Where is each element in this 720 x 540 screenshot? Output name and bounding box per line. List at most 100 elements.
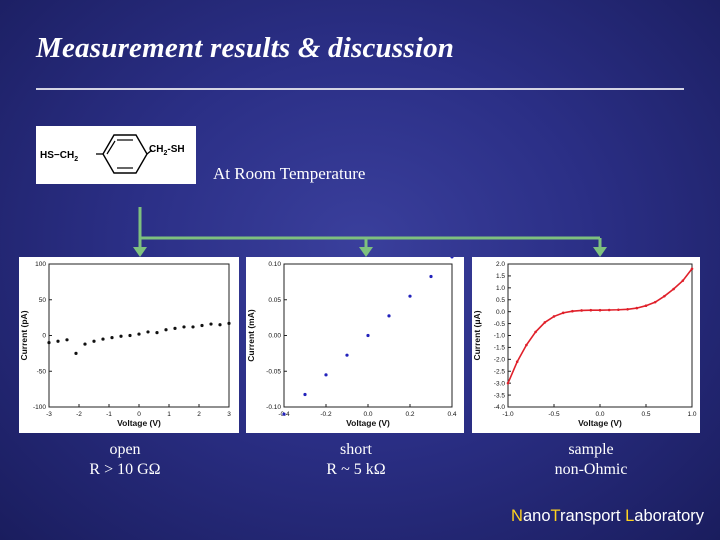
data-point xyxy=(173,326,177,330)
data-point xyxy=(146,330,150,334)
data-point xyxy=(282,412,286,416)
data-point xyxy=(644,304,648,308)
arrow-down-icon xyxy=(359,247,373,257)
iv-chart-open: -3 -2 -1 0 1 2 3 100 50 0 -50 -100 Voltage (V) Curren… xyxy=(19,261,231,428)
plot-frame xyxy=(507,263,693,408)
y-tick-label: -0.10 xyxy=(266,404,281,411)
x-tick-label: -0.2 xyxy=(320,411,332,418)
caption-sample-value: non-Ohmic xyxy=(554,461,628,478)
data-point xyxy=(47,341,51,345)
y-tick-label: 0.10 xyxy=(268,261,281,268)
y-tick-label: -50 xyxy=(37,368,47,375)
molecule-structure: HS−CH2 CH2-SH xyxy=(36,126,196,184)
data-point xyxy=(110,336,114,340)
x-tick-label: 0.0 xyxy=(595,411,604,418)
data-point xyxy=(164,328,168,332)
caption-short-title: short xyxy=(340,441,372,458)
y-tick-label: 0.0 xyxy=(496,309,505,316)
data-point xyxy=(119,334,123,338)
data-point xyxy=(525,343,528,347)
caption-sample-title: sample xyxy=(568,441,614,458)
x-tick-label: -3 xyxy=(46,411,52,418)
y-axis-label: Current (μA) xyxy=(472,310,482,360)
y-tick-label: -2.5 xyxy=(494,368,506,375)
y-tick-label: 0.05 xyxy=(268,297,281,304)
title-divider xyxy=(36,88,684,90)
x-tick-label: 0 xyxy=(137,411,141,418)
y-tick-label: -1.0 xyxy=(494,333,506,340)
series-line xyxy=(507,268,693,384)
iv-chart-sample: -1.0 -0.5 0.0 0.5 1.0 2.0 1.5 1.0 0.5 0.0 -0.5 -1.0… xyxy=(472,261,697,428)
iv-chart-short: -0.4-0.20.00.20.40.100.050.00-0.05-0.10V… xyxy=(246,257,457,428)
caption-open-title: open xyxy=(109,441,141,458)
data-point xyxy=(607,308,611,312)
data-point xyxy=(571,309,574,313)
data-point xyxy=(74,351,78,355)
data-point xyxy=(324,373,328,377)
x-tick-label: -1.0 xyxy=(502,411,514,418)
data-point xyxy=(589,308,593,312)
data-point xyxy=(155,331,159,335)
data-point xyxy=(506,381,510,385)
x-axis-label: Voltage (V) xyxy=(578,418,622,428)
chart-panel-open: -3 -2 -1 0 1 2 3 100 50 0 -50 -100 Voltage (V) Curren… xyxy=(19,257,239,433)
y-tick-label: 2.0 xyxy=(496,261,505,268)
data-point xyxy=(515,360,519,364)
y-tick-label: 1.5 xyxy=(496,273,505,280)
data-point xyxy=(101,337,105,341)
data-point xyxy=(209,322,213,326)
slide-title: Measurement results & discussion xyxy=(36,32,455,64)
data-point xyxy=(387,314,391,318)
data-point xyxy=(227,321,231,325)
data-point xyxy=(598,308,602,312)
caption-open: open R > 10 GΩ xyxy=(55,440,195,480)
data-point xyxy=(653,300,657,304)
caption-short: short R ~ 5 kΩ xyxy=(286,440,426,480)
data-point xyxy=(635,306,639,310)
data-point xyxy=(408,294,412,298)
data-point xyxy=(218,323,222,327)
data-point xyxy=(672,287,675,291)
data-point xyxy=(92,339,96,343)
y-tick-label: -0.5 xyxy=(494,321,506,328)
data-point xyxy=(366,333,370,338)
y-tick-label: -3.5 xyxy=(494,392,506,399)
data-point xyxy=(561,311,565,315)
x-tick-label: 1.0 xyxy=(687,411,696,418)
y-tick-label: 50 xyxy=(39,297,47,304)
y-tick-label: -0.05 xyxy=(266,368,281,375)
x-tick-label: 2 xyxy=(197,411,201,418)
x-tick-label: 0.2 xyxy=(405,411,414,418)
y-tick-label: -2.0 xyxy=(494,357,506,364)
x-axis-label: Voltage (V) xyxy=(346,418,390,428)
y-tick-label: -3.0 xyxy=(494,380,506,387)
y-tick-label: -100 xyxy=(33,404,46,411)
x-tick-label: 1 xyxy=(167,411,171,418)
benzene-dithiol-diagram: HS−CH2 CH2-SH xyxy=(40,134,185,174)
data-point xyxy=(200,323,204,328)
data-point xyxy=(191,325,195,329)
y-tick-label: 100 xyxy=(35,261,46,268)
x-axis-label: Voltage (V) xyxy=(117,418,161,428)
y-tick-label: -4.0 xyxy=(494,404,506,411)
data-point xyxy=(137,332,141,336)
data-point xyxy=(450,257,454,259)
x-tick-label: 0.4 xyxy=(447,411,456,418)
data-point xyxy=(534,330,537,334)
data-point xyxy=(128,333,132,338)
x-tick-label: 3 xyxy=(227,411,231,418)
y-tick-label: 0.00 xyxy=(268,333,281,340)
data-point xyxy=(617,308,620,312)
data-point xyxy=(65,338,69,342)
data-point xyxy=(543,321,547,324)
y-axis-label: Current (pA) xyxy=(19,310,29,360)
y-tick-label: 0 xyxy=(42,333,46,340)
y-tick-label: 0.5 xyxy=(496,297,505,304)
x-tick-label: -2 xyxy=(76,411,82,418)
data-point xyxy=(552,315,556,318)
caption-open-value: R > 10 GΩ xyxy=(89,461,161,478)
data-point xyxy=(681,279,685,282)
data-point xyxy=(690,267,694,271)
lab-brand: NanoTransport Laboratory xyxy=(511,507,704,525)
data-point xyxy=(429,274,433,279)
